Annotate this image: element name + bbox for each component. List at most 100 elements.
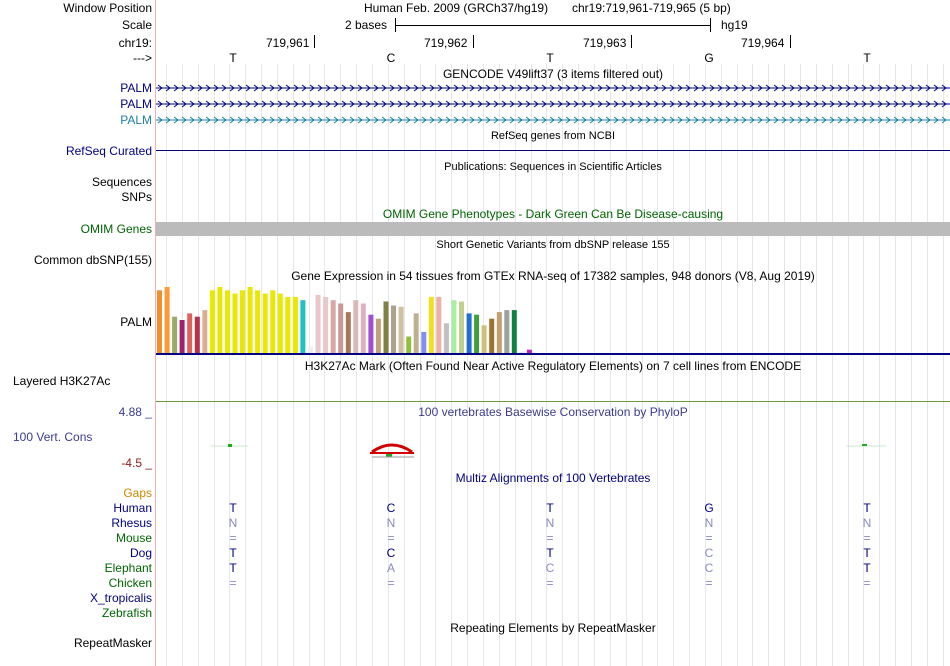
gtex-tissue-bar[interactable] xyxy=(526,349,532,353)
gtex-tissue-bar[interactable] xyxy=(345,312,351,353)
gtex-bar-chart[interactable] xyxy=(156,284,950,356)
strand-chevron xyxy=(869,100,875,108)
gtex-tissue-bar[interactable] xyxy=(187,313,193,353)
gtex-tissue-bar[interactable] xyxy=(277,293,283,353)
gtex-tissue-bar[interactable] xyxy=(247,287,253,353)
gtex-tissue-bar[interactable] xyxy=(398,306,404,353)
gtex-tissue-bar[interactable] xyxy=(459,301,464,354)
gtex-tissue-bar[interactable] xyxy=(466,313,472,353)
gtex-tissue-bar[interactable] xyxy=(255,290,261,353)
gtex-tissue-bar[interactable] xyxy=(172,316,178,353)
gtex-tissue-bar[interactable] xyxy=(375,318,381,353)
gtex-tissue-bar[interactable] xyxy=(217,287,223,353)
gtex-tissue-bar[interactable] xyxy=(519,351,525,353)
dbsnp-track-title[interactable]: Short Genetic Variants from dbSNP releas… xyxy=(436,239,670,251)
gtex-tissue-bar[interactable] xyxy=(421,331,427,353)
gtex-tissue-bar[interactable] xyxy=(202,310,208,353)
gtex-tissue-bar[interactable] xyxy=(451,300,457,353)
gencode-item-palm-1[interactable]: PALM xyxy=(120,81,152,95)
gencode-gene-features[interactable] xyxy=(156,80,950,128)
gtex-tissue-bar[interactable] xyxy=(330,300,336,353)
gtex-tissue-bar[interactable] xyxy=(209,290,215,353)
refseq-track-title[interactable]: RefSeq genes from NCBI xyxy=(490,130,616,142)
strand-chevron xyxy=(741,84,747,92)
gtex-tissue-bar[interactable] xyxy=(232,293,238,353)
gtex-tissue-bar[interactable] xyxy=(474,314,480,353)
h3k27ac-label[interactable]: Layered H3K27Ac xyxy=(13,374,111,388)
gtex-tissue-bar[interactable] xyxy=(225,290,230,353)
strand-chevron xyxy=(357,84,363,92)
gtex-tissue-bar[interactable] xyxy=(489,318,495,353)
repeatmasker-track-title[interactable]: Repeating Elements by RepeatMasker xyxy=(450,621,656,635)
gtex-tissue-bar[interactable] xyxy=(194,316,200,353)
repeatmasker-label[interactable]: RepeatMasker xyxy=(73,636,152,650)
gtex-tissue-bar[interactable] xyxy=(315,294,321,353)
chrom-label: chr19: xyxy=(118,36,152,50)
ref-base-3: T xyxy=(546,51,554,65)
phylop-signal[interactable] xyxy=(156,438,950,464)
dbsnp-label[interactable]: Common dbSNP(155) xyxy=(33,253,152,267)
strand-chevron xyxy=(781,116,787,124)
gtex-tissue-bar[interactable] xyxy=(368,314,374,353)
publications-snps-label[interactable]: SNPs xyxy=(121,190,152,204)
gtex-tissue-bar[interactable] xyxy=(428,296,434,353)
strand-chevron xyxy=(261,116,267,124)
alignment-base: T xyxy=(229,546,237,560)
gtex-tissue-bar[interactable] xyxy=(164,287,170,353)
strand-chevron xyxy=(557,116,563,124)
gtex-tissue-bar[interactable] xyxy=(292,296,298,353)
multiz-track-title[interactable]: Multiz Alignments of 100 Vertebrates xyxy=(455,471,651,485)
gtex-tissue-bar[interactable] xyxy=(436,296,442,353)
track-image[interactable]: Human Feb. 2009 (GRCh37/hg19) chr19:719,… xyxy=(156,0,950,666)
coord-3: 719,963 xyxy=(583,36,627,50)
gtex-tissue-bar[interactable] xyxy=(443,323,449,353)
gtex-tissue-bar[interactable] xyxy=(308,346,313,353)
alignment-base: = xyxy=(863,576,871,590)
gtex-tissue-bar[interactable] xyxy=(496,312,502,353)
gtex-tissue-bar[interactable] xyxy=(285,296,291,353)
gencode-track-title[interactable]: GENCODE V49lift37 (3 items filtered out) xyxy=(442,67,664,81)
omim-gene-bar[interactable] xyxy=(156,222,950,236)
gtex-tissue-bar[interactable] xyxy=(240,290,245,353)
gtex-tissue-bar[interactable] xyxy=(406,336,412,354)
strand-chevron xyxy=(173,84,179,92)
strand-chevron xyxy=(349,116,355,124)
strand-chevron xyxy=(293,84,299,92)
gtex-track-title[interactable]: Gene Expression in 54 tissues from GTEx … xyxy=(291,269,815,283)
strand-chevron xyxy=(309,116,315,124)
gtex-tissue-bar[interactable] xyxy=(157,290,162,353)
phylop-track-title[interactable]: 100 vertebrates Basewise Conservation by… xyxy=(418,405,688,419)
gencode-item-palm-3[interactable]: PALM xyxy=(120,113,152,127)
gtex-gene-label[interactable]: PALM xyxy=(120,315,152,329)
gtex-tissue-bar[interactable] xyxy=(300,300,306,353)
gtex-tissue-bar[interactable] xyxy=(338,303,344,354)
strand-chevron xyxy=(285,84,291,92)
gtex-tissue-bar[interactable] xyxy=(511,310,517,353)
publications-track-title[interactable]: Publications: Sequences in Scientific Ar… xyxy=(444,161,662,173)
guide-line xyxy=(848,64,849,666)
refseq-curated-label[interactable]: RefSeq Curated xyxy=(65,144,152,158)
refseq-gene-line[interactable] xyxy=(156,150,950,151)
gtex-tissue-bar[interactable] xyxy=(383,301,389,354)
gtex-tissue-bar[interactable] xyxy=(353,300,359,353)
publications-sequences-label[interactable]: Sequences xyxy=(91,175,152,189)
gtex-tissue-bar[interactable] xyxy=(270,290,276,353)
omim-genes-label[interactable]: OMIM Genes xyxy=(80,222,152,236)
gtex-tissue-bar[interactable] xyxy=(391,305,396,354)
gtex-tissue-bar[interactable] xyxy=(179,320,185,353)
gtex-tissue-bar[interactable] xyxy=(323,296,329,353)
strand-chevron xyxy=(661,116,667,124)
gtex-tissue-bar[interactable] xyxy=(262,293,268,353)
alignment-base: N xyxy=(386,516,396,530)
gtex-tissue-bar[interactable] xyxy=(504,310,510,353)
gtex-tissue-bar[interactable] xyxy=(481,325,487,353)
gtex-tissue-bar[interactable] xyxy=(360,303,366,354)
gencode-item-palm-2[interactable]: PALM xyxy=(120,97,152,111)
h3k27ac-track-title[interactable]: H3K27Ac Mark (Often Found Near Active Re… xyxy=(304,359,802,373)
strand-chevron xyxy=(645,100,651,108)
omim-track-title[interactable]: OMIM Gene Phenotypes - Dark Green Can Be… xyxy=(382,207,724,221)
strand-chevron xyxy=(733,116,739,124)
gtex-tissue-bar[interactable] xyxy=(413,313,419,353)
strand-chevron xyxy=(613,100,619,108)
cons-label[interactable]: 100 Vert. Cons xyxy=(13,430,93,444)
